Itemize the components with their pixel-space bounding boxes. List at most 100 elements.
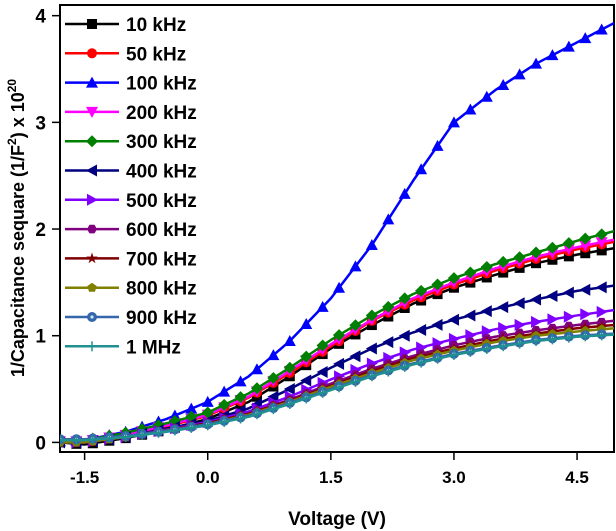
data-point — [365, 342, 377, 355]
data-point — [579, 283, 591, 296]
legend-label: 300 kHz — [126, 132, 197, 153]
legend-label: 50 kHz — [126, 44, 186, 65]
data-point — [87, 19, 97, 29]
y-axis-label-sup2: 20 — [5, 79, 19, 93]
data-point — [86, 106, 98, 118]
data-point — [546, 49, 559, 61]
data-point — [250, 363, 263, 375]
data-point — [349, 350, 361, 363]
data-point — [431, 139, 444, 151]
y-tick-label: 0 — [35, 433, 46, 454]
y-axis-label: 1/Capacitance sequare (1/F2) x 1020 — [5, 79, 28, 378]
data-point — [201, 395, 214, 407]
data-point — [579, 32, 592, 44]
data-point — [579, 240, 592, 252]
y-tick-label: 1 — [35, 327, 46, 348]
data-point — [497, 255, 510, 268]
data-point — [398, 329, 410, 342]
legend-item: 50 kHz — [65, 44, 186, 65]
data-point — [87, 193, 98, 206]
data-point — [300, 350, 313, 363]
data-point — [563, 310, 575, 323]
data-point — [596, 245, 607, 256]
data-point — [579, 232, 592, 245]
data-point — [530, 293, 542, 306]
data-point — [382, 336, 394, 349]
x-tick-label: 3.0 — [442, 468, 466, 487]
data-point — [283, 383, 295, 396]
data-point — [365, 309, 378, 322]
data-point — [316, 300, 329, 312]
y-tick-label: 4 — [35, 7, 46, 28]
data-point — [497, 79, 510, 91]
data-point — [415, 163, 428, 175]
legend-item: 500 kHz — [65, 191, 197, 212]
legend-item: 100 kHz — [65, 74, 197, 95]
data-point — [562, 237, 575, 250]
data-point-highlight — [90, 315, 94, 319]
data-point — [513, 68, 526, 80]
legend-label: 10 kHz — [126, 15, 186, 36]
data-point — [415, 284, 428, 297]
data-point — [562, 286, 574, 299]
legend-item: 1 MHz — [65, 337, 181, 358]
data-point — [464, 266, 477, 279]
data-point — [531, 315, 543, 328]
data-point — [398, 292, 411, 305]
data-point — [382, 300, 395, 313]
data-point — [398, 187, 411, 199]
data-point — [86, 252, 98, 264]
y-axis-label-sup1: 2 — [5, 138, 19, 145]
data-point — [563, 251, 574, 262]
y-axis-label-mid: ) x 10 — [8, 92, 28, 138]
data-point — [87, 224, 97, 234]
data-point — [283, 361, 296, 374]
x-tick-label: 0.0 — [196, 468, 220, 487]
data-point — [333, 329, 346, 342]
legend-label: 500 kHz — [126, 191, 197, 212]
data-point — [333, 281, 346, 293]
data-point — [480, 261, 493, 274]
data-point — [316, 339, 329, 352]
legend-label: 900 kHz — [126, 308, 197, 329]
data-point — [480, 90, 493, 102]
data-point — [86, 164, 97, 177]
data-point — [415, 323, 427, 336]
data-point — [86, 76, 98, 88]
data-point — [431, 278, 444, 291]
data-point — [513, 297, 525, 310]
data-point — [595, 281, 607, 294]
data-point — [480, 305, 492, 318]
data-point — [333, 357, 345, 370]
data-point — [431, 318, 443, 331]
data-point — [530, 246, 543, 259]
data-point — [168, 409, 181, 421]
legend-label: 100 kHz — [126, 74, 197, 95]
legend-label: 800 kHz — [126, 279, 197, 300]
legend-label: 1 MHz — [126, 337, 181, 358]
data-point — [547, 313, 559, 326]
data-point — [513, 251, 526, 264]
data-point — [234, 375, 247, 387]
legend-label: 200 kHz — [126, 103, 197, 124]
data-point — [382, 213, 395, 225]
data-point — [349, 319, 362, 332]
series-1-mhz — [60, 330, 614, 446]
data-point — [464, 309, 476, 322]
data-point — [201, 406, 214, 419]
data-point — [464, 103, 477, 115]
legend: 10 kHz 50 kHz 100 kHz 200 kHz 300 kHz 400 kHz… — [62, 8, 262, 358]
data-point — [86, 135, 98, 148]
data-point — [447, 116, 460, 128]
x-tick-label: 4.5 — [565, 468, 589, 487]
data-point — [595, 237, 608, 249]
x-tick-label: 1.5 — [319, 468, 343, 487]
data-point — [300, 317, 313, 329]
y-axis-label-main: 1/Capacitance sequare (1/F — [8, 145, 28, 377]
data-point — [218, 385, 231, 397]
legend-item: 600 kHz — [65, 220, 197, 241]
data-point — [595, 228, 608, 241]
legend-item: 200 kHz — [65, 103, 197, 124]
